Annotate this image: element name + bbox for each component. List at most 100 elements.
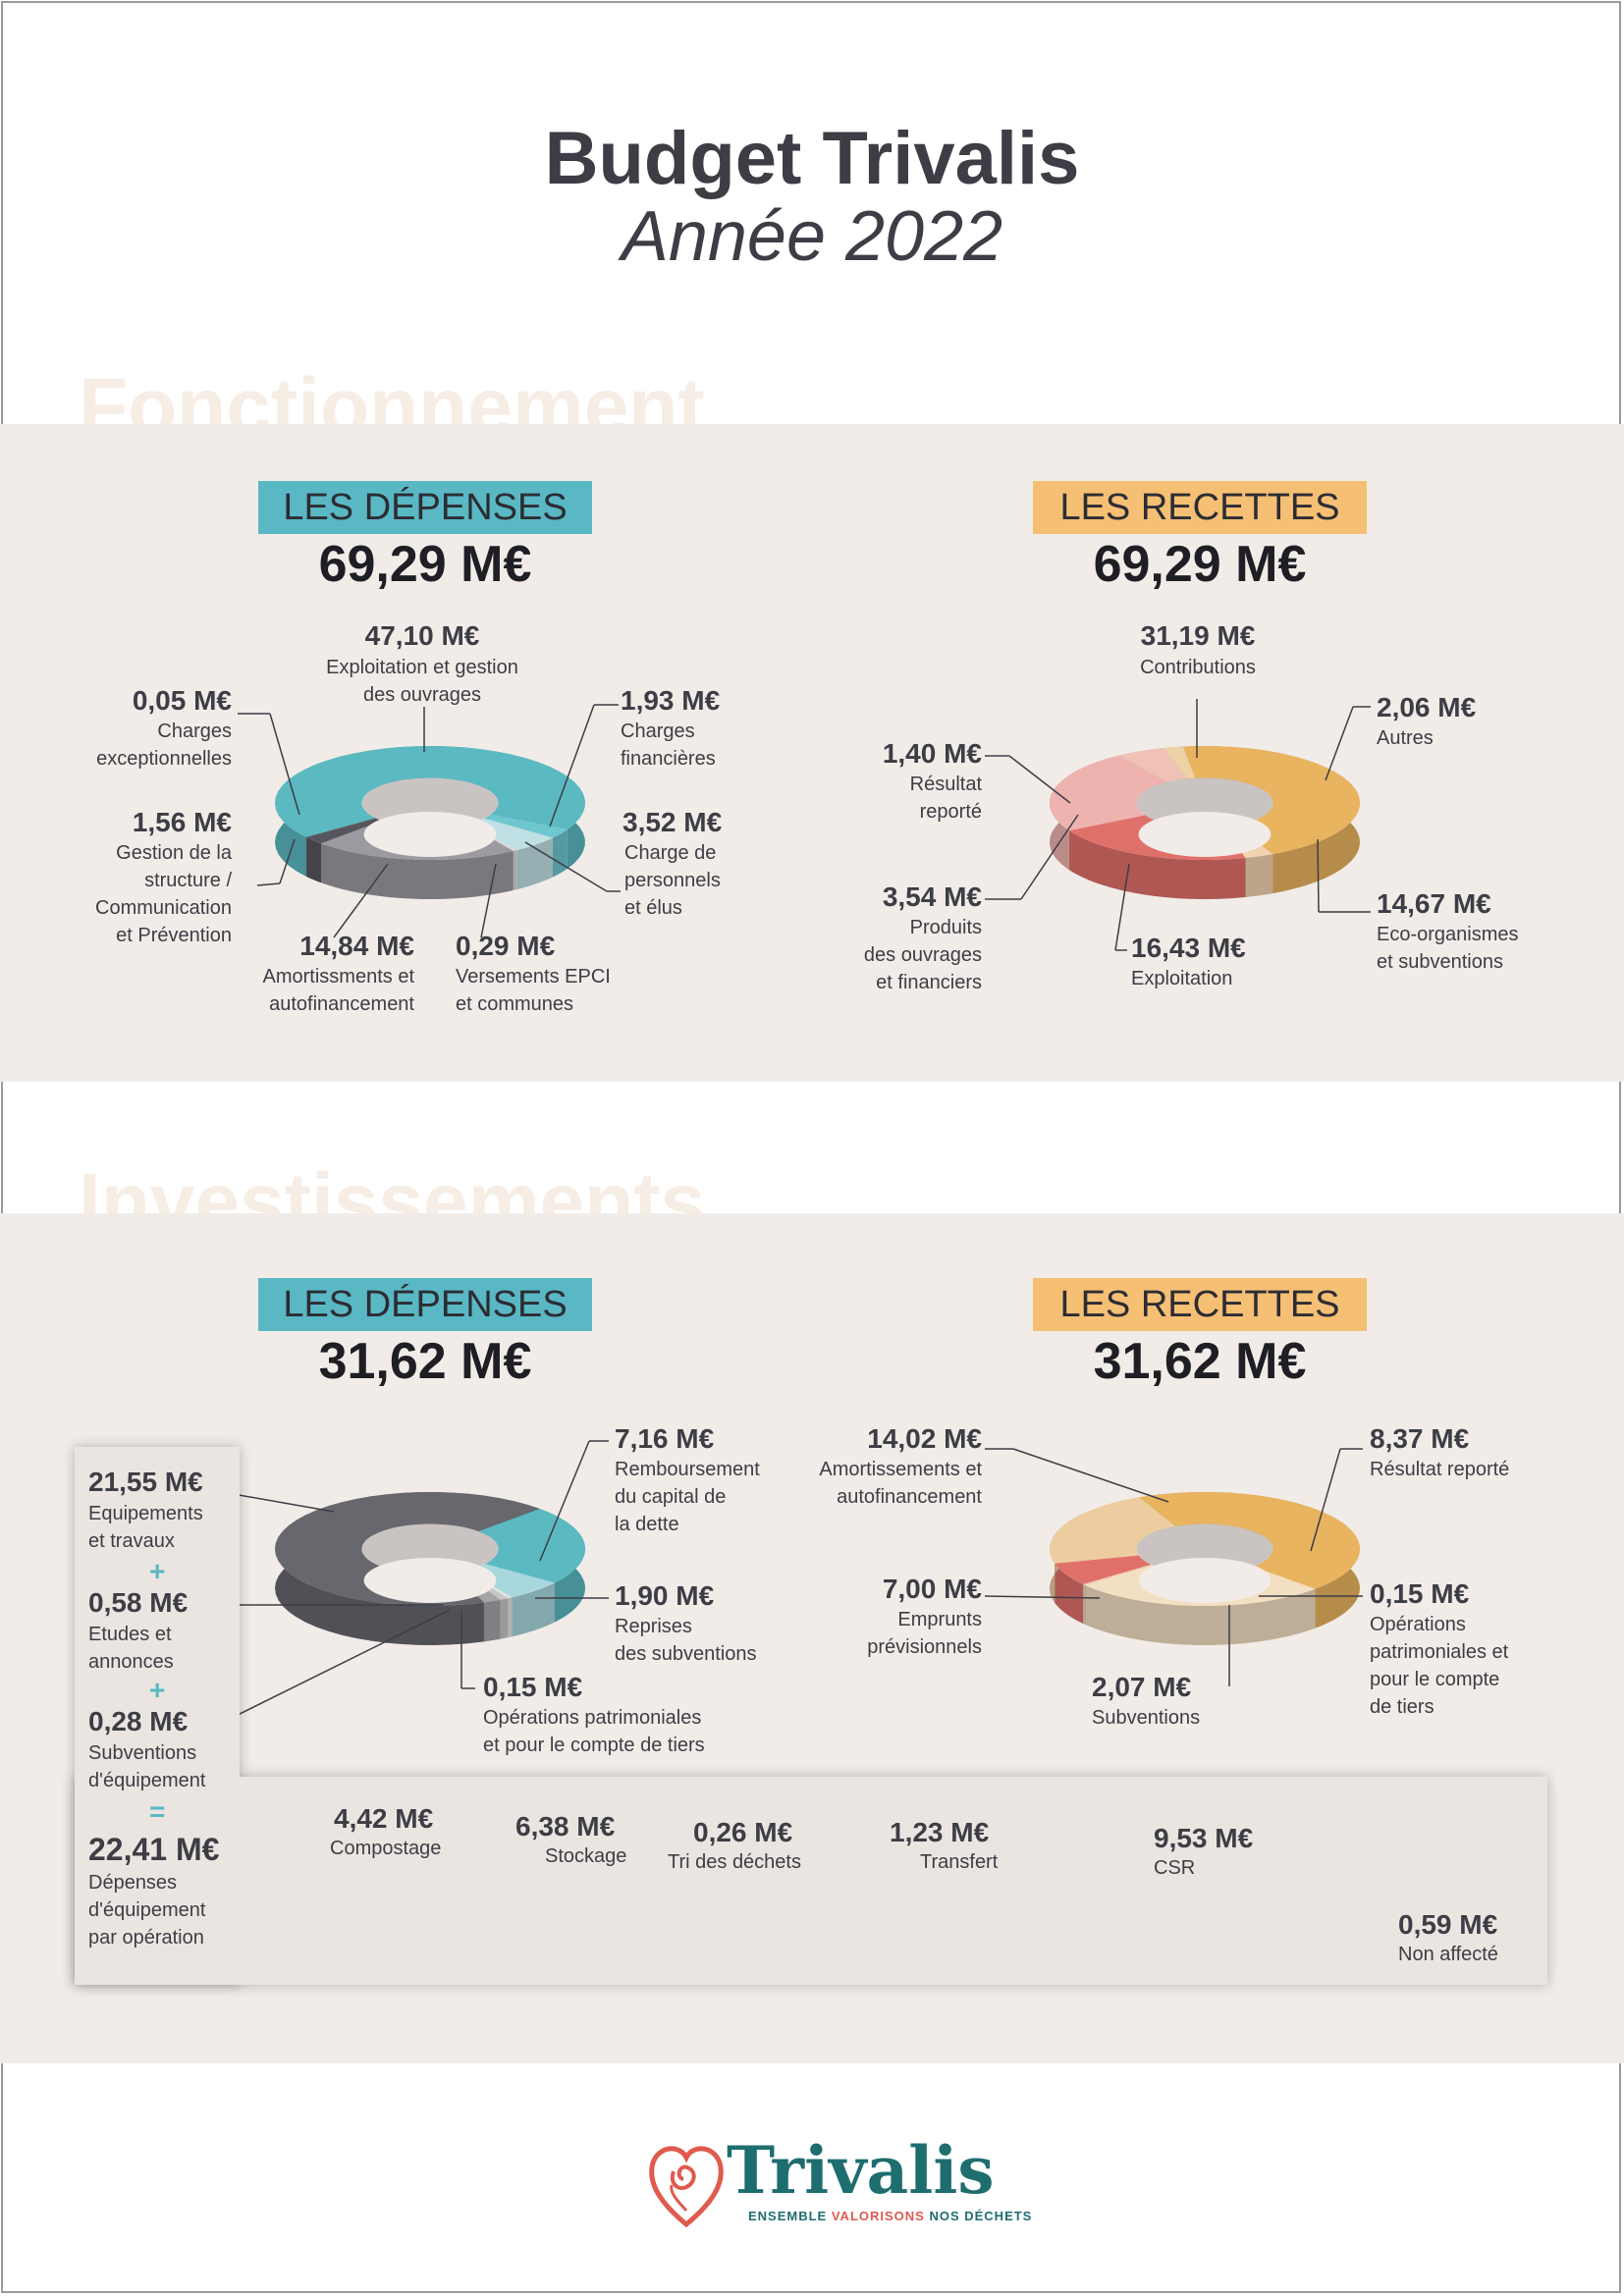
page-subtitle: Année 2022	[621, 197, 1003, 276]
bar-value-label: 0,26 M€	[693, 1817, 793, 1847]
slice-label: Opérations patrimoniales et pour le comp…	[483, 1707, 705, 1756]
value-label: 1,56 M€	[132, 807, 232, 837]
value-label: 8,37 M€	[1370, 1423, 1470, 1454]
logo-tagline: ENSEMBLE VALORISONS NOS DÉCHETS	[748, 2209, 1032, 2223]
bar-category-label: Compostage	[330, 1838, 442, 1859]
donut-side-invest_dep	[483, 1599, 501, 1642]
sum-total-label: Dépenses d'équipement par opération	[88, 1872, 206, 1949]
donut-slice	[1183, 746, 1360, 855]
donut-slice	[305, 818, 376, 838]
total-recettes-fonct: 69,29 M€	[1093, 536, 1307, 593]
badge-depenses-invest: LES DÉPENSES	[258, 1278, 592, 1331]
slice-label: Charges exceptionnelles	[96, 721, 232, 770]
value-label: 0,05 M€	[132, 685, 232, 716]
total-depenses-invest: 31,62 M€	[318, 1333, 532, 1390]
bar-value-label: 9,53 M€	[1154, 1823, 1254, 1853]
badge-recettes-fonct: LES RECETTES	[1033, 481, 1367, 534]
donut-side-fonct_dep	[516, 837, 553, 890]
leader-line	[480, 863, 497, 938]
leader-line	[1317, 838, 1320, 913]
page-title: Budget Trivalis	[544, 117, 1080, 200]
donut-side-invest_rec	[1055, 1563, 1083, 1624]
donut-slice	[275, 746, 585, 837]
operations-panel	[75, 1777, 1547, 1985]
logo-text: Trivalis	[727, 2132, 995, 2209]
tagline-part-accent: VALORISONS	[831, 2209, 925, 2223]
tagline-part: ENSEMBLE	[748, 2209, 832, 2223]
plus-sign: +	[149, 1556, 166, 1586]
bar-category-label: Tri des déchets	[668, 1851, 801, 1873]
donut-slice	[1082, 1564, 1153, 1586]
bar-value-label: 6,38 M€	[515, 1811, 616, 1842]
leader-line	[1325, 706, 1354, 781]
leader-line	[221, 1609, 451, 1724]
badge-recettes-invest: LES RECETTES	[1033, 1278, 1367, 1331]
leader-line	[256, 882, 281, 886]
slice-label: Emprunts prévisionnels	[867, 1609, 982, 1658]
slice-label: Opérations patrimoniales et pour le comp…	[1370, 1614, 1509, 1718]
hole-floor	[363, 812, 497, 857]
donut-slice	[1055, 1555, 1152, 1584]
bar-value-label: 4,42 M€	[334, 1803, 434, 1834]
value-label: 7,00 M€	[882, 1574, 982, 1604]
slice-label: Gestion de la structure / Communication …	[95, 842, 232, 946]
donut-invest_dep	[275, 1492, 585, 1645]
slice-label: Reprises des subventions	[615, 1616, 757, 1665]
hole-floor	[1138, 1558, 1272, 1603]
value-label: 31,19 M€	[1140, 620, 1256, 651]
slice-label: Remboursement du capital de la dette	[615, 1459, 760, 1535]
bar-category-label: Transfert	[920, 1851, 999, 1873]
slice-label: Contributions	[1140, 657, 1256, 678]
sum-label: Equipements et travaux	[88, 1503, 203, 1552]
leader-line	[1020, 814, 1079, 900]
slice-label: Amortissements et autofinancement	[819, 1459, 982, 1508]
sum-total-value: 22,41 M€	[88, 1832, 220, 1867]
leader-line	[539, 1440, 590, 1562]
donut-side-invest_rec	[1082, 1583, 1086, 1626]
bar-category-label: Stockage	[545, 1845, 627, 1867]
slice-label: Exploitation et gestion des ouvrages	[326, 657, 518, 706]
donut-slice	[1050, 1497, 1176, 1564]
sum-value: 0,28 M€	[88, 1706, 189, 1736]
donut-side-fonct_dep	[513, 850, 517, 890]
value-label: 16,43 M€	[1131, 933, 1246, 963]
sum-value: 21,55 M€	[88, 1467, 203, 1497]
slice-label: Charge de personnels et élus	[624, 842, 721, 919]
leader-line	[1310, 1448, 1341, 1552]
value-label: 14,67 M€	[1377, 888, 1491, 919]
donut-slice	[275, 1492, 540, 1606]
slice-label: Eco-organismes et subventions	[1377, 924, 1519, 973]
donut-slice	[1118, 748, 1187, 782]
donut-hole-fonct_dep	[361, 777, 499, 857]
value-label: 0,15 M€	[483, 1672, 583, 1702]
value-label: 3,54 M€	[882, 881, 982, 912]
value-label: 0,29 M€	[456, 931, 556, 961]
tagline-part: NOS DÉCHETS	[924, 2209, 1033, 2223]
value-label: 14,02 M€	[867, 1423, 982, 1454]
leader-line	[269, 713, 300, 816]
donut-side-invest_dep	[512, 1582, 555, 1637]
leader-line	[984, 1595, 1101, 1599]
sum-value: 0,58 M€	[88, 1587, 189, 1618]
value-label: 3,52 M€	[623, 807, 723, 837]
leader-line	[549, 704, 595, 828]
leader-line	[1012, 1448, 1169, 1503]
bar-category-label: CSR	[1154, 1857, 1196, 1879]
donut-slice	[1139, 1492, 1360, 1589]
value-label: 2,06 M€	[1377, 692, 1477, 722]
slice-label: Subventions	[1092, 1707, 1201, 1729]
donut-fonct_rec	[1050, 746, 1360, 899]
leader-line	[1008, 755, 1071, 804]
donut-side-fonct_rec	[1245, 854, 1273, 897]
donut-side-invest_rec	[1085, 1585, 1316, 1645]
donut-slice	[483, 814, 568, 838]
bar-value-label: 1,23 M€	[890, 1817, 990, 1847]
value-label: 14,84 M€	[299, 931, 414, 961]
slice-label: Versements EPCI et communes	[456, 966, 611, 1015]
value-label: 1,40 M€	[882, 738, 982, 769]
donut-side-fonct_dep	[320, 843, 514, 899]
panel-joint	[75, 1767, 240, 1787]
leader-line	[333, 863, 389, 938]
bar-value-label: 0,59 M€	[1398, 1909, 1498, 1940]
